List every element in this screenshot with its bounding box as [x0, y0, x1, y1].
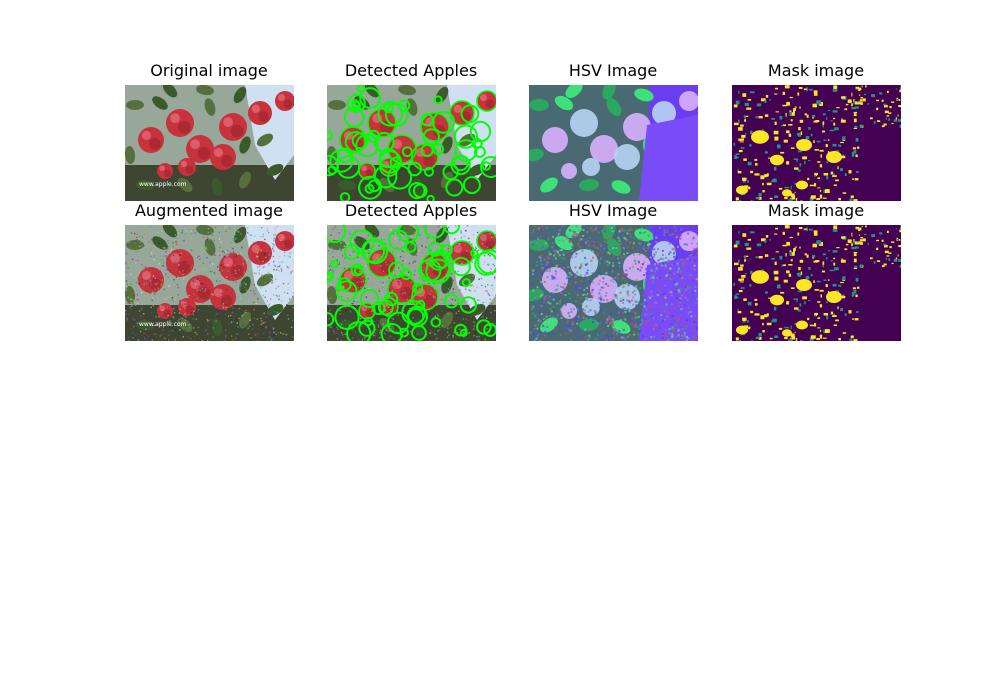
panel-title-mask: Mask image [767, 61, 865, 80]
panel-title-augmented: Augmented image [134, 201, 283, 220]
detected-apples-image [327, 85, 496, 201]
svg-text:www.apple.com: www.apple.com [139, 181, 187, 188]
augmented-image: www.apple.com [125, 225, 294, 341]
mask-image [732, 85, 901, 201]
panel-title-hsv: HSV Image [568, 61, 658, 80]
panel-title-detected-augmented: Detected Apples [344, 201, 478, 220]
hsv-image [529, 85, 698, 201]
detected-apples-augmented-image [327, 225, 496, 341]
hsv-augmented-image [529, 225, 698, 341]
panel-title-original: Original image [150, 61, 268, 80]
mask-augmented-image [732, 225, 901, 341]
original-image: www.apple.com [125, 85, 294, 201]
svg-text:www.apple.com: www.apple.com [139, 321, 187, 328]
panel-title-mask-augmented: Mask image [767, 201, 865, 220]
panel-title-detected: Detected Apples [344, 61, 478, 80]
panel-title-hsv-augmented: HSV Image [568, 201, 658, 220]
